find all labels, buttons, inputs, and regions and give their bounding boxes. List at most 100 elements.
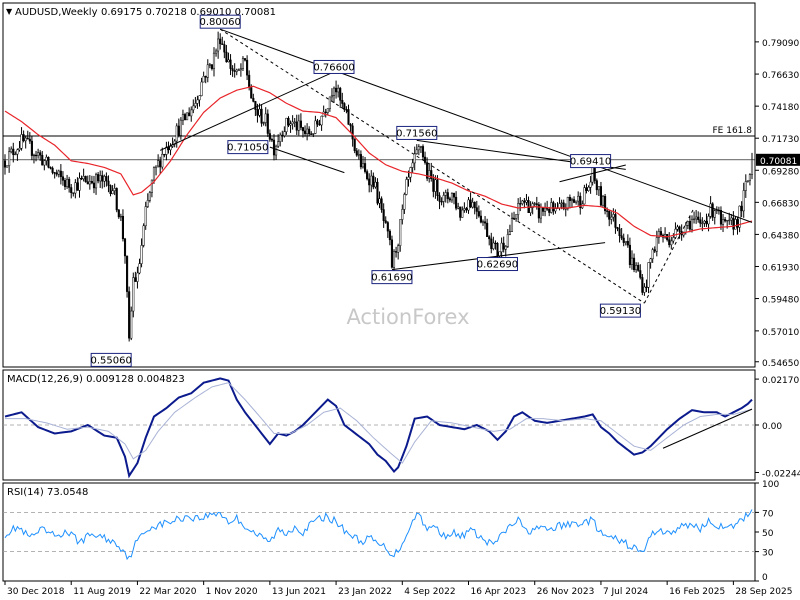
candle-body: [473, 202, 476, 208]
candle: [150, 179, 153, 198]
candle: [70, 184, 73, 199]
pivot-label-text: 0.80060: [200, 17, 241, 28]
candle-body: [734, 219, 737, 230]
candle-body: [463, 208, 466, 211]
candle-body: [339, 87, 342, 101]
candle: [630, 250, 634, 270]
candle: [126, 255, 129, 298]
candle-body: [535, 203, 538, 205]
candle-body: [157, 160, 160, 167]
candle: [328, 96, 331, 112]
candle-body: [504, 246, 507, 250]
candle: [26, 130, 29, 140]
candle-body: [674, 228, 677, 238]
candle-body: [639, 270, 642, 278]
candle-body: [206, 64, 209, 78]
candle-body: [316, 120, 319, 125]
candle: [103, 174, 106, 188]
collapse-triangle-icon[interactable]: ▼: [6, 7, 13, 16]
candle-body: [78, 177, 81, 191]
candle-body: [612, 214, 615, 218]
candle: [341, 92, 344, 108]
y-tick-label: 0.57010: [762, 328, 799, 338]
candle-body: [728, 219, 731, 222]
candle-body: [328, 96, 331, 109]
candle: [200, 77, 203, 97]
candle: [22, 130, 25, 143]
candle: [502, 236, 505, 253]
candle: [465, 206, 468, 213]
candle: [678, 225, 681, 239]
candle-body: [699, 219, 702, 224]
candle: [421, 144, 425, 160]
candle-body: [467, 199, 470, 211]
candle: [703, 219, 706, 227]
y-tick-label: 0.79090: [762, 39, 799, 49]
candle-body: [134, 277, 137, 282]
candle-body: [117, 209, 120, 218]
candle: [463, 202, 466, 213]
candle: [452, 192, 456, 205]
candle-body: [705, 220, 708, 225]
y-tick-label: 0.61930: [762, 263, 799, 273]
candle-body: [459, 206, 462, 218]
macd-trend-line: [662, 408, 753, 449]
x-tick-label: 16 Feb 2025: [669, 587, 725, 597]
candle: [320, 115, 323, 131]
candle: [225, 44, 228, 63]
candle-body: [372, 175, 375, 188]
candle-body: [411, 162, 414, 168]
candle: [728, 212, 731, 225]
candle-body: [601, 196, 605, 206]
candle: [424, 151, 427, 165]
candle-body: [558, 203, 561, 209]
candle: [651, 247, 654, 263]
candle-body: [277, 141, 280, 147]
candle-body: [494, 242, 497, 245]
candle: [260, 104, 263, 127]
candle-body: [744, 181, 747, 191]
candle-body: [80, 177, 83, 180]
candle: [41, 151, 44, 166]
candle-body: [618, 228, 621, 236]
candle: [86, 175, 89, 185]
candle: [459, 206, 462, 221]
candle-body: [45, 156, 48, 161]
candle: [488, 235, 491, 246]
macd-y-tick-label: 0.00: [762, 422, 782, 432]
candle-body: [22, 134, 25, 142]
candle-body: [208, 64, 211, 66]
candle: [428, 162, 431, 183]
candle: [448, 196, 451, 203]
candle-body: [562, 202, 565, 209]
candle-body: [525, 200, 528, 203]
candle: [117, 209, 120, 219]
pivot-label: 0.59130: [600, 303, 641, 318]
candle: [24, 135, 27, 149]
candle-body: [287, 117, 290, 126]
candle-body: [66, 178, 69, 187]
candle-body: [163, 154, 166, 156]
candle: [366, 169, 369, 181]
candle-body: [695, 216, 698, 220]
candle: [525, 193, 528, 206]
candle: [12, 142, 15, 163]
candle: [568, 194, 571, 209]
candle: [434, 175, 437, 199]
candle-body: [299, 120, 302, 128]
candle-body: [204, 75, 207, 78]
candle: [208, 62, 211, 69]
candle-body: [235, 69, 238, 72]
candle-body: [107, 180, 110, 186]
candle: [287, 116, 290, 128]
candle: [239, 63, 242, 77]
pivot-label-box: [199, 14, 241, 29]
candle-body: [94, 174, 98, 189]
macd-chart: [3, 377, 755, 479]
candle: [285, 117, 288, 135]
candle: [291, 115, 294, 130]
candle-body: [88, 181, 91, 185]
candle-body: [604, 196, 607, 212]
candle-body: [746, 180, 749, 182]
candle: [28, 132, 31, 144]
